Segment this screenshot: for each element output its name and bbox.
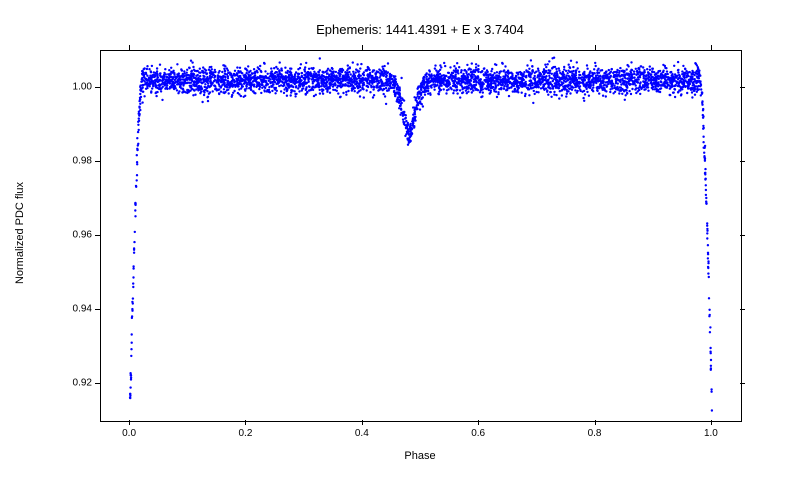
x-tick-mark (478, 45, 479, 50)
x-tick-label: 0.2 (239, 428, 253, 439)
plot-area (100, 50, 742, 422)
x-tick-mark (245, 420, 246, 425)
y-tick-mark (95, 383, 100, 384)
x-tick-mark (478, 420, 479, 425)
x-tick-mark (362, 420, 363, 425)
y-tick-label: 0.92 (60, 378, 92, 389)
light-curve-chart: Ephemeris: 1441.4391 + E x 3.7404 Normal… (0, 0, 800, 500)
chart-title: Ephemeris: 1441.4391 + E x 3.7404 (100, 22, 740, 37)
y-tick-mark (740, 235, 745, 236)
y-tick-mark (740, 383, 745, 384)
y-tick-mark (740, 161, 745, 162)
x-tick-mark (245, 45, 246, 50)
y-axis-label: Normalized PDC flux (14, 173, 26, 293)
y-tick-label: 0.96 (60, 230, 92, 241)
x-tick-label: 0.4 (355, 428, 369, 439)
x-tick-mark (362, 45, 363, 50)
y-tick-mark (95, 235, 100, 236)
y-tick-mark (95, 309, 100, 310)
x-tick-mark (711, 420, 712, 425)
x-tick-label: 0.8 (588, 428, 602, 439)
y-tick-mark (740, 309, 745, 310)
scatter-layer (101, 51, 741, 421)
x-tick-mark (711, 45, 712, 50)
x-tick-mark (595, 45, 596, 50)
x-tick-mark (129, 420, 130, 425)
x-tick-label: 1.0 (704, 428, 718, 439)
y-tick-label: 1.00 (60, 82, 92, 93)
x-tick-label: 0.6 (471, 428, 485, 439)
x-axis-label: Phase (100, 450, 740, 462)
x-tick-mark (595, 420, 596, 425)
scatter-points (129, 57, 713, 412)
y-tick-mark (740, 87, 745, 88)
x-tick-label: 0.0 (122, 428, 136, 439)
x-tick-mark (129, 45, 130, 50)
y-tick-label: 0.94 (60, 304, 92, 315)
y-tick-mark (95, 161, 100, 162)
y-tick-label: 0.98 (60, 156, 92, 167)
y-tick-mark (95, 87, 100, 88)
